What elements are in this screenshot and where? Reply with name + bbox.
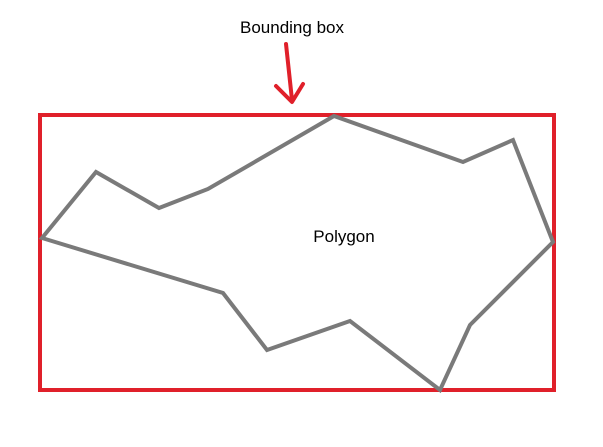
polygon-shape [38,113,556,394]
arrow-down-icon [274,42,305,104]
bounding-box-label: Bounding box [240,18,344,37]
bounding-box-rect [38,113,556,392]
polygon-label: Polygon [313,227,374,246]
